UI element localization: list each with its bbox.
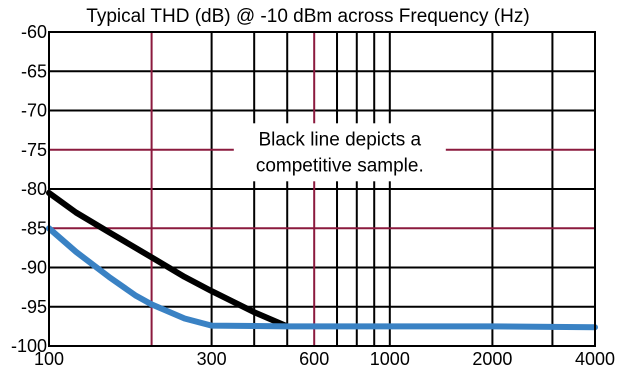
annotation: Black line depicts a competitive sample. bbox=[233, 123, 446, 182]
x-tick-label: 100 bbox=[34, 349, 64, 369]
x-tick-label: 1000 bbox=[370, 349, 410, 369]
y-tick-label: -65 bbox=[21, 61, 47, 81]
y-tick-label: -90 bbox=[21, 258, 47, 278]
x-tick-label: 300 bbox=[197, 349, 227, 369]
y-tick-label: -85 bbox=[21, 218, 47, 238]
y-tick-label: -95 bbox=[21, 297, 47, 317]
x-tick-label: 4000 bbox=[575, 349, 615, 369]
x-tick-label: 2000 bbox=[472, 349, 512, 369]
grid bbox=[49, 32, 595, 346]
series-line-2 bbox=[46, 225, 598, 331]
x-tick-label: 600 bbox=[299, 349, 329, 369]
series-line-1 bbox=[46, 189, 291, 330]
y-tick-label: -60 bbox=[21, 22, 47, 42]
annotation-line: competitive sample. bbox=[256, 155, 424, 176]
plot-frame bbox=[48, 31, 596, 347]
y-tick-label: -70 bbox=[21, 101, 47, 121]
annotation-box bbox=[233, 123, 446, 182]
y-tick-label: -75 bbox=[21, 140, 47, 160]
y-tick-label: -100 bbox=[11, 336, 47, 356]
y-tick-label: -80 bbox=[21, 179, 47, 199]
chart-title: Typical THD (dB) @ -10 dBm across Freque… bbox=[86, 6, 529, 27]
annotation-line: Black line depicts a bbox=[258, 129, 421, 150]
series bbox=[46, 189, 598, 331]
